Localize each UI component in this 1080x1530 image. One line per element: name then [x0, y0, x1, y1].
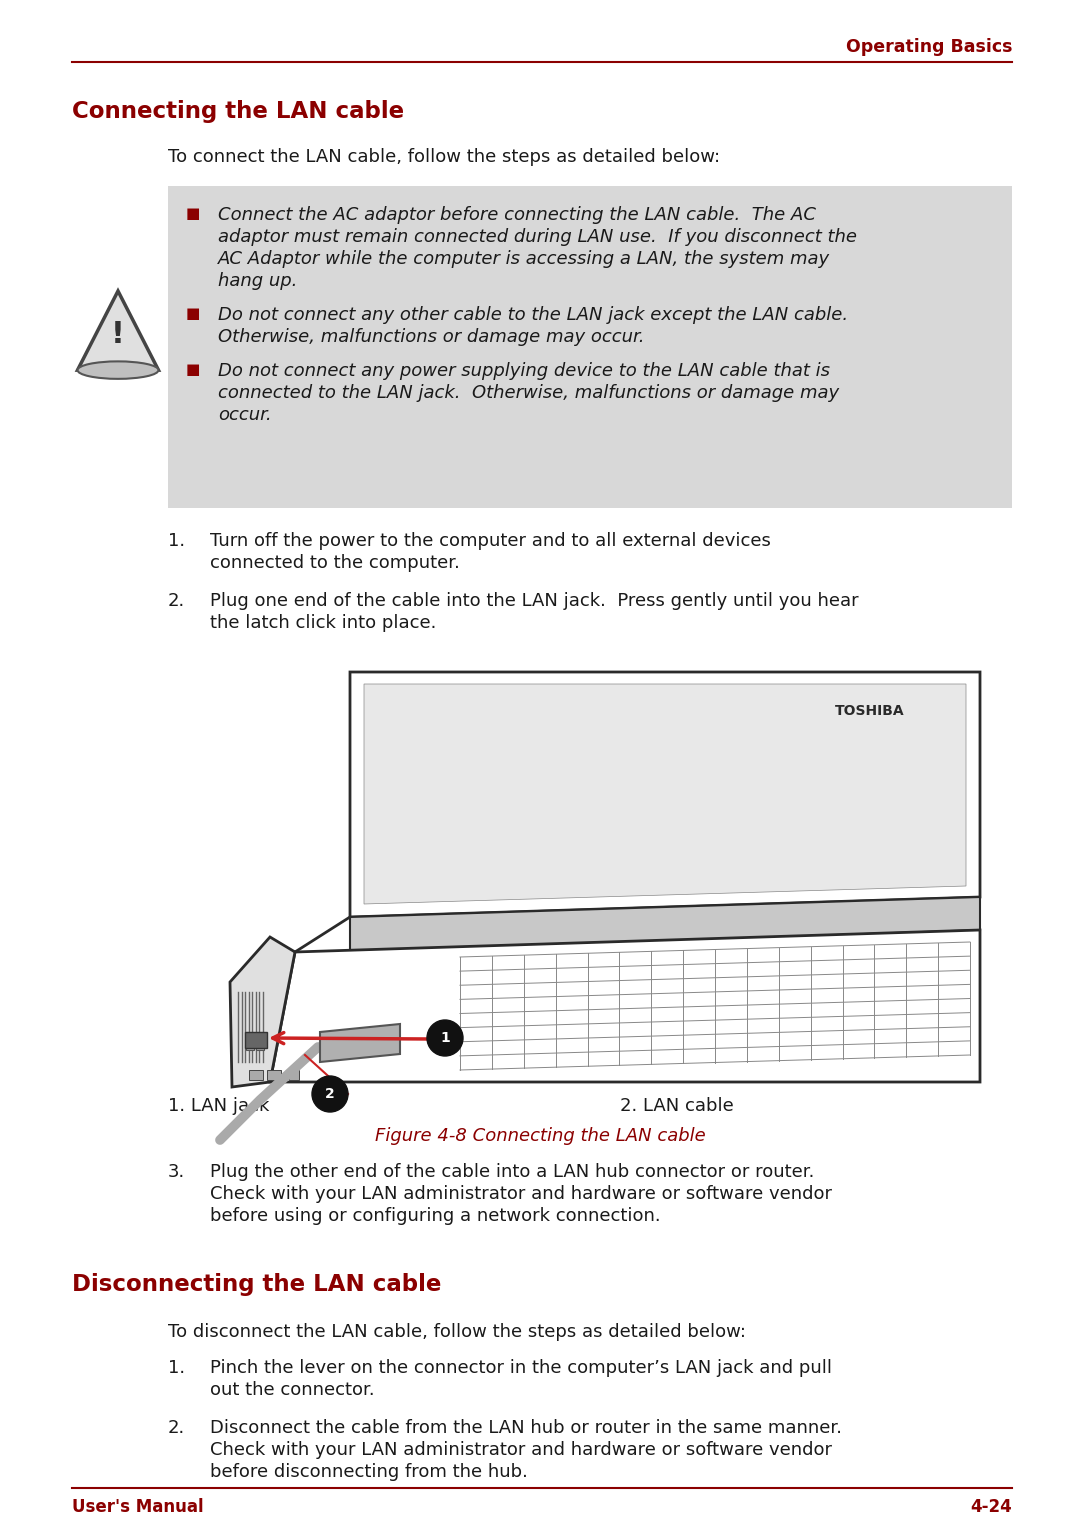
Text: the latch click into place.: the latch click into place. [210, 614, 436, 632]
Text: 1. LAN jack: 1. LAN jack [168, 1097, 269, 1115]
Text: 2: 2 [325, 1086, 335, 1102]
Text: ■: ■ [186, 306, 201, 321]
Text: 2.: 2. [168, 592, 186, 610]
Bar [256, 1033, 264, 1050]
Text: Plug the other end of the cable into a LAN hub connector or router.: Plug the other end of the cable into a L… [210, 1163, 814, 1181]
Text: Pinch the lever on the connector in the computer’s LAN jack and pull: Pinch the lever on the connector in the … [210, 1359, 832, 1377]
Text: Disconnect the cable from the LAN hub or router in the same manner.: Disconnect the cable from the LAN hub or… [210, 1418, 842, 1437]
Text: connected to the computer.: connected to the computer. [210, 554, 460, 572]
Text: adaptor must remain connected during LAN use.  If you disconnect the: adaptor must remain connected during LAN… [218, 228, 858, 246]
Text: hang up.: hang up. [218, 272, 297, 291]
Polygon shape [350, 897, 980, 952]
Text: Operating Basics: Operating Basics [846, 38, 1012, 57]
Text: ■: ■ [186, 207, 201, 220]
Text: Connect the AC adaptor before connecting the LAN cable.  The AC: Connect the AC adaptor before connecting… [218, 207, 816, 223]
Text: To connect the LAN cable, follow the steps as detailed below:: To connect the LAN cable, follow the ste… [168, 148, 720, 165]
Text: out the connector.: out the connector. [210, 1382, 375, 1398]
Text: !: ! [111, 320, 125, 349]
Text: before using or configuring a network connection.: before using or configuring a network co… [210, 1207, 661, 1226]
Text: Disconnecting the LAN cable: Disconnecting the LAN cable [72, 1273, 442, 1296]
Text: occur.: occur. [218, 405, 272, 424]
Text: User's Manual: User's Manual [72, 1498, 204, 1516]
Text: Connecting the LAN cable: Connecting the LAN cable [72, 99, 404, 122]
Text: 2.: 2. [168, 1418, 186, 1437]
Text: 4-24: 4-24 [970, 1498, 1012, 1516]
Bar [249, 1069, 264, 1080]
Text: 3.: 3. [168, 1163, 186, 1181]
Bar [267, 1069, 281, 1080]
Text: Plug one end of the cable into the LAN jack.  Press gently until you hear: Plug one end of the cable into the LAN j… [210, 592, 859, 610]
Text: ■: ■ [186, 363, 201, 376]
Text: 1.: 1. [168, 532, 185, 549]
Text: Turn off the power to the computer and to all external devices: Turn off the power to the computer and t… [210, 532, 771, 549]
Text: Otherwise, malfunctions or damage may occur.: Otherwise, malfunctions or damage may oc… [218, 327, 645, 346]
Text: TOSHIBA: TOSHIBA [835, 704, 905, 718]
Polygon shape [230, 936, 295, 1086]
Text: Do not connect any other cable to the LAN jack except the LAN cable.: Do not connect any other cable to the LA… [218, 306, 848, 324]
Text: To disconnect the LAN cable, follow the steps as detailed below:: To disconnect the LAN cable, follow the … [168, 1323, 746, 1340]
Text: Figure 4-8 Connecting the LAN cable: Figure 4-8 Connecting the LAN cable [375, 1128, 705, 1144]
Bar [289, 1069, 299, 1080]
Text: 2. LAN cable: 2. LAN cable [620, 1097, 733, 1115]
Text: before disconnecting from the hub.: before disconnecting from the hub. [210, 1463, 528, 1481]
Polygon shape [364, 684, 966, 904]
Bar [246, 1033, 254, 1050]
Text: 1.: 1. [168, 1359, 185, 1377]
Text: Check with your LAN administrator and hardware or software vendor: Check with your LAN administrator and ha… [210, 1186, 832, 1203]
Text: 1: 1 [441, 1031, 450, 1045]
Text: Check with your LAN administrator and hardware or software vendor: Check with your LAN administrator and ha… [210, 1441, 832, 1460]
Circle shape [312, 1076, 348, 1112]
Bar [245, 1033, 267, 1048]
Bar [168, 187, 1012, 508]
Polygon shape [350, 672, 980, 916]
Polygon shape [270, 930, 980, 1082]
Text: connected to the LAN jack.  Otherwise, malfunctions or damage may: connected to the LAN jack. Otherwise, ma… [218, 384, 839, 402]
Text: AC Adaptor while the computer is accessing a LAN, the system may: AC Adaptor while the computer is accessi… [218, 249, 831, 268]
Ellipse shape [78, 361, 159, 379]
Polygon shape [78, 291, 159, 370]
Text: Do not connect any power supplying device to the LAN cable that is: Do not connect any power supplying devic… [218, 363, 831, 379]
Polygon shape [320, 1024, 400, 1062]
Circle shape [427, 1021, 463, 1056]
